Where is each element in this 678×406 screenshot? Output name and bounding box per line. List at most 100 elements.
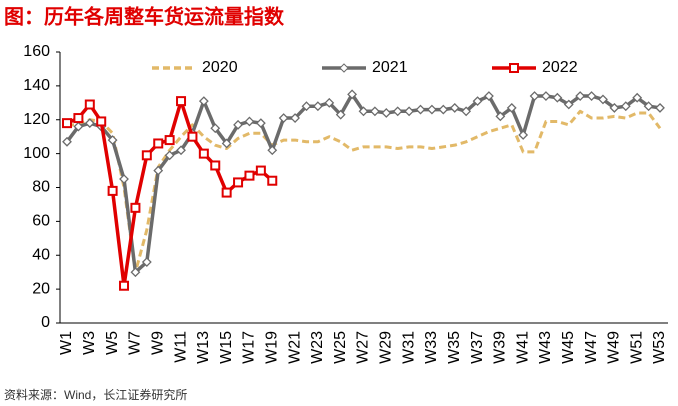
series-line [66, 99, 274, 288]
x-tick-label: W17 [241, 331, 258, 364]
x-tick-label: W5 [104, 331, 121, 355]
source-note: 资料来源：Wind，长江证券研究所 [4, 387, 187, 402]
point [153, 138, 164, 149]
point [495, 111, 506, 122]
x-tick-label: W35 [446, 331, 463, 364]
point [107, 185, 118, 196]
y-tick-label: 0 [41, 314, 50, 331]
x-tick-label: W9 [149, 331, 166, 355]
point [130, 202, 141, 213]
point [84, 99, 95, 110]
y-tick-label: 80 [32, 179, 50, 196]
x-tick-label: W21 [286, 331, 303, 364]
point [655, 102, 665, 113]
point [62, 118, 72, 129]
point [267, 145, 278, 156]
point [84, 118, 95, 129]
point [221, 187, 232, 198]
point [347, 89, 358, 100]
point [404, 106, 415, 117]
point [369, 106, 380, 117]
point [119, 174, 129, 184]
point [244, 116, 255, 127]
point [632, 92, 643, 103]
point [415, 104, 426, 115]
point [449, 102, 460, 113]
point [472, 96, 483, 107]
point [164, 150, 175, 161]
legend-marker [339, 63, 349, 73]
point [267, 175, 278, 186]
point [233, 177, 244, 188]
point [130, 267, 141, 278]
x-tick-label: W1 [58, 331, 75, 355]
x-tick-label: W53 [651, 331, 668, 364]
y-tick-label: 40 [32, 246, 50, 263]
point [586, 91, 597, 101]
point [198, 96, 209, 107]
point [164, 135, 175, 146]
point [255, 118, 266, 129]
point [563, 99, 574, 110]
point [107, 135, 118, 145]
point [221, 138, 232, 149]
point [312, 101, 323, 112]
x-tick-label: W15 [218, 331, 235, 364]
x-tick-label: W37 [469, 331, 486, 364]
point [187, 131, 198, 142]
point [210, 123, 221, 134]
x-tick-label: W33 [423, 331, 440, 364]
y-tick-label: 60 [32, 213, 50, 230]
x-tick-label: W3 [81, 331, 98, 355]
point [461, 106, 472, 117]
x-tick-label: W19 [263, 331, 280, 364]
point [575, 91, 586, 101]
x-tick-label: W23 [309, 331, 326, 364]
point [119, 280, 130, 291]
x-tick-label: W39 [492, 331, 509, 364]
point [73, 121, 84, 132]
y-tick-label: 120 [23, 111, 50, 128]
x-tick-label: W25 [332, 331, 349, 364]
point [278, 113, 289, 123]
point [609, 102, 620, 113]
x-tick-label: W41 [514, 331, 531, 364]
chart-title: 图：历年各周整车货运流量指数 [4, 4, 285, 28]
point [255, 165, 266, 176]
x-tick-label: W43 [537, 331, 554, 364]
point [518, 130, 529, 140]
x-tick-label: W13 [195, 331, 212, 364]
point [381, 108, 392, 118]
point [96, 116, 107, 127]
point [153, 165, 164, 176]
legend-label: 2021 [372, 59, 408, 76]
point [244, 170, 255, 181]
x-tick-label: W11 [172, 331, 189, 363]
point [141, 257, 152, 267]
point [290, 113, 300, 123]
x-tick-label: W29 [378, 331, 395, 364]
point [324, 97, 335, 108]
legend-label: 2022 [542, 59, 578, 76]
point [176, 145, 186, 156]
y-tick-label: 160 [23, 43, 50, 60]
x-tick-label: W47 [583, 331, 600, 364]
x-tick-label: W45 [560, 331, 577, 364]
point [438, 104, 449, 115]
point [620, 101, 631, 112]
point [335, 109, 346, 120]
point [358, 106, 369, 117]
x-tick-label: W7 [127, 331, 144, 355]
point [301, 101, 312, 112]
y-tick-label: 100 [23, 145, 50, 162]
legend-marker [509, 63, 519, 73]
y-tick-label: 140 [23, 77, 50, 94]
point [198, 148, 209, 159]
point [73, 113, 84, 124]
point [541, 91, 551, 101]
point [506, 102, 517, 113]
point [484, 91, 494, 101]
y-tick-label: 20 [32, 280, 50, 297]
point [598, 94, 608, 105]
point [176, 96, 187, 107]
